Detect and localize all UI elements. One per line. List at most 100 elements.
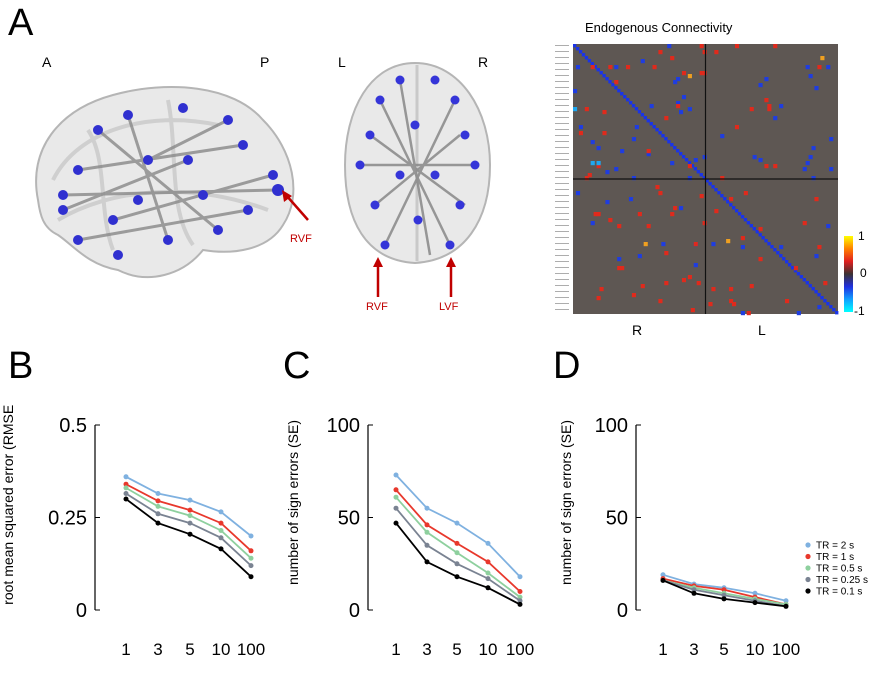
- axial-brain-view: [343, 61, 492, 265]
- colorbar-tick-0: 0: [860, 266, 867, 280]
- matrix-diagonal-cell: [587, 59, 592, 63]
- matrix-cell: [655, 185, 660, 190]
- matrix-cell: [734, 44, 740, 49]
- matrix-cell: [779, 245, 784, 250]
- data-point: [218, 520, 224, 526]
- matrix-cell: [676, 77, 681, 82]
- matrix-cell: [764, 164, 769, 169]
- matrix-diagonal-cell: [584, 56, 589, 60]
- y-tick-label: 0.5: [59, 415, 87, 437]
- matrix-diagonal-cell: [684, 158, 689, 162]
- matrix-diagonal-cell: [832, 308, 836, 312]
- matrix-cell: [573, 89, 578, 94]
- matrix-diagonal-cell: [749, 224, 754, 228]
- matrix-diagonal-cell: [620, 92, 624, 96]
- matrix-diagonal-cell: [787, 263, 792, 267]
- matrix-diagonal-cell: [661, 134, 665, 138]
- matrix-diagonal-cell: [626, 98, 630, 102]
- matrix-cell: [699, 194, 704, 199]
- matrix-cell: [687, 164, 692, 169]
- matrix-cell: [617, 224, 622, 229]
- panel-label-c: C: [283, 345, 311, 387]
- sagittal-brain-view: [35, 86, 309, 278]
- data-point: [187, 507, 193, 513]
- matrix-cell: [758, 158, 763, 163]
- matrix-cell: [649, 104, 654, 109]
- matrix-cell: [817, 305, 822, 310]
- matrix-cell: [732, 302, 737, 307]
- matrix-diagonal-cell: [714, 188, 718, 192]
- sagittal-anterior-label: A: [42, 54, 52, 70]
- data-point: [424, 559, 430, 565]
- matrix-cell: [631, 176, 637, 181]
- data-point: [454, 520, 460, 526]
- matrix-cell: [687, 275, 692, 280]
- matrix-diagonal-cell: [573, 44, 577, 48]
- data-point: [517, 589, 523, 594]
- x-tick-label: 100: [237, 640, 265, 659]
- data-point: [155, 520, 161, 526]
- data-point: [517, 601, 523, 607]
- matrix-cell: [740, 311, 745, 316]
- matrix-diagonal-cell: [720, 194, 724, 198]
- matrix-cell: [752, 155, 757, 160]
- matrix-cell: [746, 311, 751, 316]
- data-point: [454, 561, 460, 567]
- legend-label: TR = 0.1 s: [816, 587, 862, 598]
- chart-b-rmse: 00.250.513510100signal-to-noise ratio (S…: [0, 405, 265, 659]
- matrix-diagonal-cell: [740, 215, 745, 219]
- matrix-diagonal-cell: [826, 302, 830, 306]
- matrix-cell: [687, 74, 692, 79]
- matrix-cell: [740, 236, 745, 241]
- data-point: [248, 533, 254, 539]
- matrix-cell: [829, 167, 834, 172]
- matrix-diagonal-cell: [793, 269, 798, 273]
- matrix-cell: [661, 242, 666, 247]
- legend-label: TR = 1 s: [816, 552, 854, 563]
- matrix-diagonal-cell: [581, 53, 586, 57]
- y-tick-label: 0: [617, 600, 628, 622]
- matrix-diagonal-cell: [817, 293, 821, 297]
- series-line: [125, 492, 252, 567]
- matrix-cell: [673, 206, 678, 211]
- data-point: [248, 574, 254, 580]
- matrix-cell: [596, 161, 601, 166]
- data-point: [721, 587, 727, 593]
- matrix-cell: [805, 161, 810, 166]
- data-point: [517, 574, 523, 580]
- data-point: [424, 542, 430, 548]
- matrix-cell: [814, 254, 819, 259]
- data-point: [424, 505, 430, 511]
- matrix-diagonal-cell: [814, 290, 818, 294]
- matrix-cell: [823, 281, 828, 286]
- matrix-cell: [743, 191, 748, 196]
- matrix-cell: [699, 44, 704, 49]
- chart-c-sign-errors: 05010013510100signal-to-noise ratio (SNR…: [285, 415, 534, 659]
- matrix-label-r: R: [632, 322, 643, 338]
- matrix-cell: [808, 74, 813, 79]
- sagittal-nodes: [58, 103, 284, 260]
- matrix-diagonal-cell: [779, 254, 783, 258]
- series-line: [395, 474, 521, 578]
- axial-rvf-label: RVF: [366, 301, 388, 313]
- matrix-diagonal-cell: [823, 299, 827, 303]
- matrix-diagonal-cell: [764, 239, 768, 243]
- sagittal-posterior-label: P: [260, 54, 270, 70]
- data-point: [783, 603, 789, 609]
- matrix-diagonal-cell: [599, 71, 603, 75]
- matrix-diagonal-cell: [717, 191, 721, 195]
- matrix-cell: [608, 218, 613, 223]
- matrix-cell: [767, 104, 772, 109]
- data-point: [218, 535, 224, 541]
- matrix-cell: [575, 191, 581, 196]
- colorbar: [844, 236, 853, 312]
- matrix-cell: [614, 167, 619, 172]
- data-point: [155, 498, 161, 504]
- matrix-cell: [826, 224, 831, 229]
- matrix-cell: [817, 65, 822, 70]
- data-point: [393, 487, 399, 493]
- matrix-diagonal-cell: [702, 176, 706, 180]
- matrix-cell: [658, 50, 663, 55]
- matrix-cell: [573, 107, 578, 112]
- matrix-diagonal-cell: [761, 236, 765, 240]
